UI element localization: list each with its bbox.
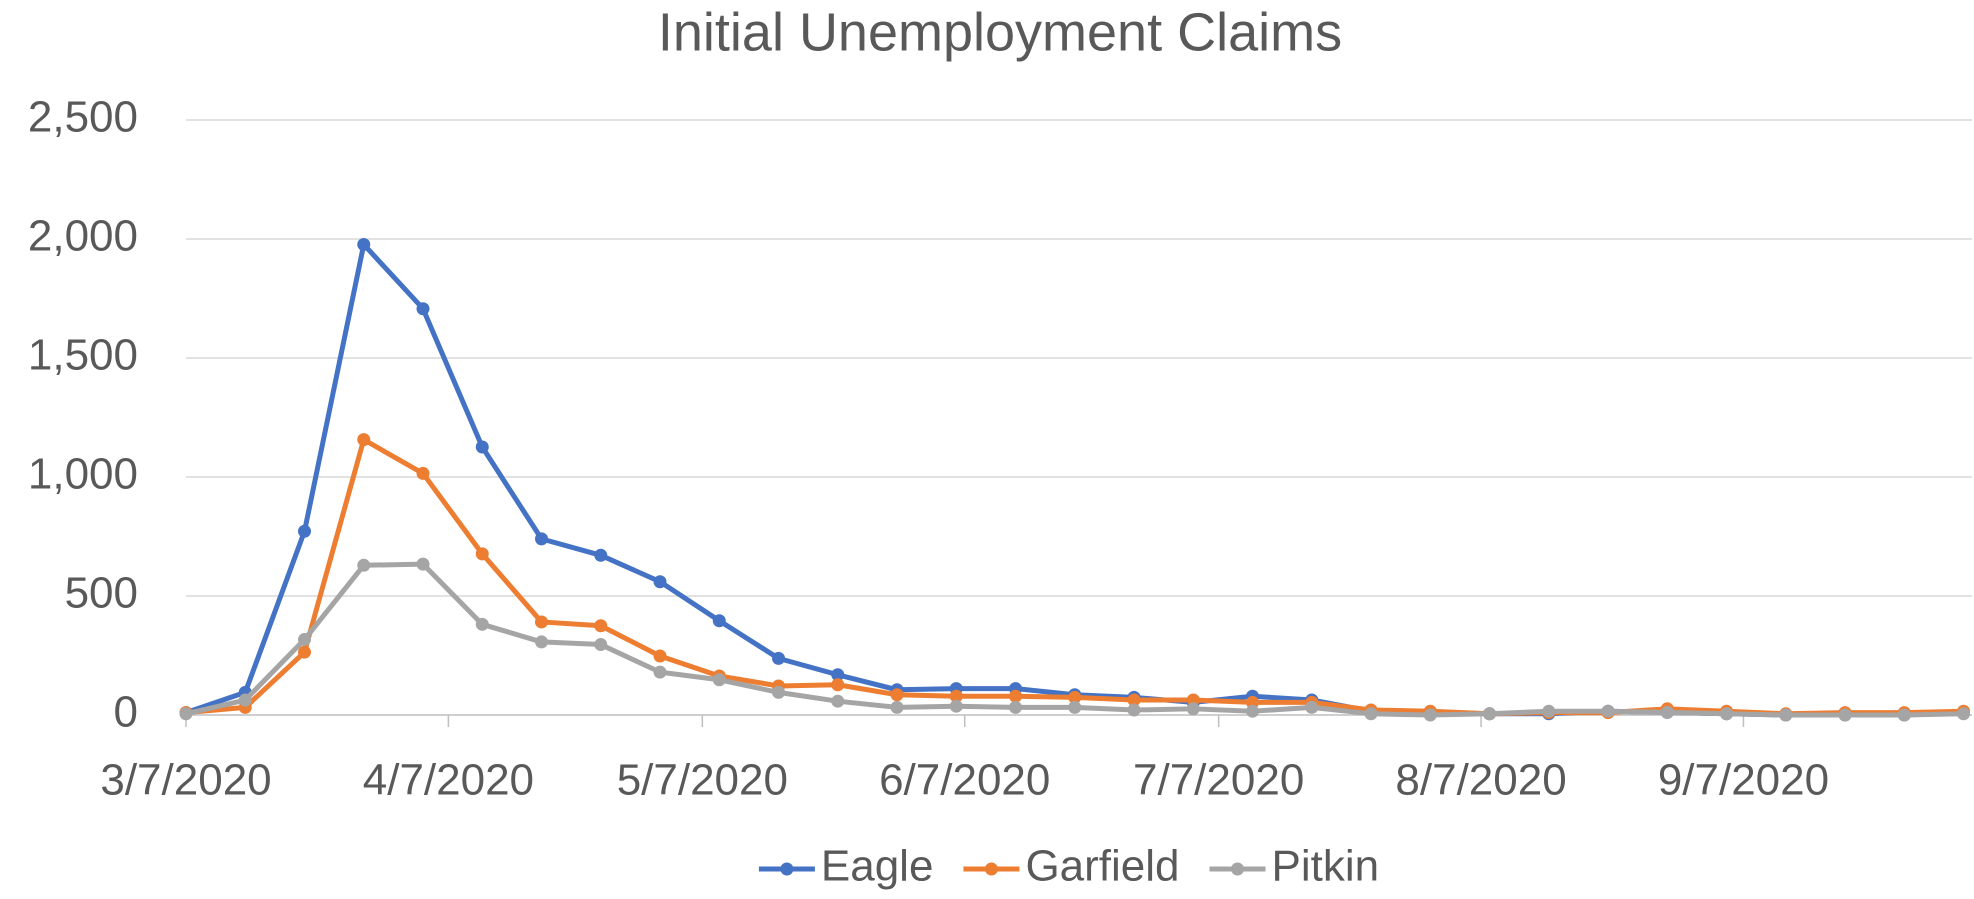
data-point (357, 237, 371, 251)
chart-title: Initial Unemployment Claims (658, 2, 1342, 62)
data-point (1009, 689, 1023, 703)
y-tick-label: 0 (114, 688, 138, 737)
data-point (1897, 708, 1911, 722)
data-point (712, 673, 726, 687)
data-point (416, 466, 430, 480)
data-point (475, 617, 489, 631)
data-point (831, 694, 845, 708)
data-point (1305, 700, 1319, 714)
data-point (1127, 703, 1141, 717)
y-tick-label: 2,000 (28, 212, 138, 261)
legend-marker (984, 862, 998, 876)
x-tick-label: 6/7/2020 (879, 756, 1050, 805)
data-point (653, 665, 667, 679)
data-point (594, 638, 608, 652)
data-point (772, 685, 786, 699)
data-point (1601, 704, 1615, 718)
y-tick-label: 1,000 (28, 450, 138, 499)
x-tick-label: 3/7/2020 (100, 756, 271, 805)
data-point (949, 699, 963, 713)
x-tick-label: 5/7/2020 (617, 756, 788, 805)
data-point (1838, 708, 1852, 722)
data-point (1720, 707, 1734, 721)
data-point (357, 433, 371, 447)
data-point (535, 615, 549, 629)
data-point (1364, 707, 1378, 721)
data-point (298, 524, 312, 538)
series-line (185, 437, 1964, 717)
data-point (1957, 707, 1971, 721)
data-point (475, 547, 489, 561)
data-point (1068, 690, 1082, 704)
data-point (653, 575, 667, 589)
legend-marker (1231, 862, 1245, 876)
data-point (1009, 700, 1023, 714)
data-point (238, 693, 252, 707)
data-point (1068, 700, 1082, 714)
series-line (185, 241, 1964, 718)
legend-label: Eagle (821, 842, 934, 891)
legend-item: Pitkin (1209, 842, 1380, 891)
data-point (890, 688, 904, 702)
data-point (1186, 702, 1200, 716)
data-point (712, 614, 726, 628)
data-point (949, 689, 963, 703)
y-tick-label: 2,500 (28, 93, 138, 142)
data-point (475, 440, 489, 454)
legend-item: Eagle (758, 842, 934, 891)
data-point (1127, 693, 1141, 707)
x-tick-label: 7/7/2020 (1133, 756, 1304, 805)
data-point (653, 649, 667, 663)
y-tick-label: 1,500 (28, 331, 138, 380)
data-point (594, 619, 608, 633)
data-point (535, 532, 549, 546)
legend-label: Pitkin (1272, 842, 1380, 891)
data-point (831, 678, 845, 692)
data-point (416, 302, 430, 316)
legend-item: Garfield (963, 842, 1180, 891)
data-point (1423, 708, 1437, 722)
x-tick-label: 8/7/2020 (1395, 756, 1566, 805)
data-point (298, 633, 312, 647)
data-point (772, 651, 786, 665)
data-point (594, 548, 608, 562)
data-point (298, 645, 312, 659)
x-tick-label: 9/7/2020 (1658, 756, 1829, 805)
data-point (416, 557, 430, 571)
data-point (1483, 707, 1497, 721)
data-point (179, 707, 193, 721)
data-point (1542, 704, 1556, 718)
data-point (535, 635, 549, 649)
data-point (1660, 705, 1674, 719)
data-point (831, 668, 845, 682)
x-tick-label: 4/7/2020 (363, 756, 534, 805)
legend-marker (780, 862, 794, 876)
y-tick-label: 500 (65, 569, 138, 618)
data-point (357, 558, 371, 572)
data-point (890, 700, 904, 714)
data-point (1779, 708, 1793, 722)
legend-label: Garfield (1025, 842, 1179, 891)
data-point (1246, 704, 1260, 718)
